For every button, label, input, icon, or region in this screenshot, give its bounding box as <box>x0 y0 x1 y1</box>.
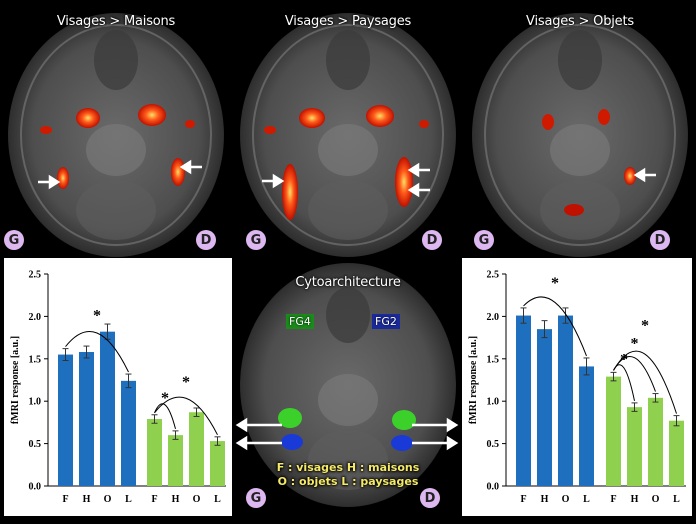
legend-line-1: F : visages H : maisons <box>276 461 420 474</box>
x-tick-label: L <box>583 494 590 505</box>
significance-star: * <box>631 335 639 352</box>
bar <box>79 352 94 486</box>
brain-image-maisons <box>8 13 224 257</box>
right-hemisphere-badge: D <box>196 230 216 250</box>
significance-star: * <box>161 390 169 407</box>
significance-arc <box>523 296 587 357</box>
brain-panel-maisons: Visages > Maisons G D <box>0 0 232 258</box>
y-tick-label: 1.0 <box>29 397 42 408</box>
x-tick-label: F <box>151 494 157 505</box>
bar-chart-fg4: 0.0 0.5 1.0 1.5 2.0 2.5 fMRI response [a.u.] F H… <box>10 270 226 505</box>
y-tick-label: 2.0 <box>487 312 500 323</box>
chart-fg4: 0.0 0.5 1.0 1.5 2.0 2.5 fMRI response [a.u.] F H… <box>4 258 232 516</box>
bar <box>210 441 225 486</box>
significance-arc <box>613 350 677 414</box>
y-tick-label: 0.5 <box>29 439 42 450</box>
y-tick-label: 1.5 <box>487 354 500 365</box>
bar <box>627 407 642 486</box>
x-tick-label: O <box>562 494 570 505</box>
arrow-icon <box>633 167 656 183</box>
fg2-label: FG2 <box>372 314 400 329</box>
significance-star: * <box>620 351 628 368</box>
significance-star: * <box>641 317 649 334</box>
right-hemisphere-badge: D <box>420 488 440 508</box>
significance-arc <box>65 330 129 373</box>
panel-title: Visages > Maisons <box>56 14 176 29</box>
x-tick-label: F <box>62 494 68 505</box>
bar <box>558 315 573 486</box>
right-hemisphere-badge: D <box>422 230 442 250</box>
y-tick-label: 2.5 <box>487 270 500 281</box>
bar-chart-fg2: 0.0 0.5 1.0 1.5 2.0 2.5 fMRI response [a.u.] F H… <box>468 270 686 505</box>
panel-title: Visages > Paysages <box>284 14 412 29</box>
significance-star: * <box>93 308 101 325</box>
bar <box>189 412 204 486</box>
bar <box>58 354 73 486</box>
y-tick-label: 2.0 <box>29 312 42 323</box>
bar <box>648 397 663 486</box>
left-hemisphere-badge: G <box>246 230 266 250</box>
bar <box>168 435 183 486</box>
x-tick-label: L <box>673 494 680 505</box>
significance-star: * <box>182 374 190 391</box>
y-tick-label: 1.0 <box>487 397 500 408</box>
bar <box>121 380 136 486</box>
bar <box>579 366 594 486</box>
brain-image-paysages <box>240 13 456 257</box>
bar <box>147 419 162 486</box>
x-tick-label: F <box>610 494 616 505</box>
y-tick-label: 0.5 <box>487 439 500 450</box>
arrow-icon <box>38 159 202 190</box>
chart-fg2: 0.0 0.5 1.0 1.5 2.0 2.5 fMRI response [a.u.] F H… <box>462 258 692 516</box>
x-tick-label: H <box>631 494 639 505</box>
x-tick-label: F <box>520 494 526 505</box>
x-tick-label: H <box>541 494 549 505</box>
x-tick-label: O <box>104 494 112 505</box>
cyto-panel: Cytoarchitecture FG4 FG2 G D <box>232 260 464 520</box>
legend-line-2: O : objets L : paysages <box>277 475 419 488</box>
x-tick-label: H <box>83 494 91 505</box>
left-hemisphere-badge: G <box>474 230 494 250</box>
significance-arc <box>154 396 218 436</box>
left-hemisphere-badge: G <box>4 230 24 250</box>
y-tick-label: 2.5 <box>29 270 42 281</box>
x-tick-label: H <box>172 494 180 505</box>
y-tick-label: 0.0 <box>29 482 42 493</box>
y-tick-label: 1.5 <box>29 354 42 365</box>
x-tick-label: O <box>193 494 201 505</box>
brain-image-objets <box>472 13 688 257</box>
bar <box>100 331 115 486</box>
brain-panel-objets: Visages > Objets G D <box>464 0 696 258</box>
bar <box>606 376 621 486</box>
cyto-title: Cytoarchitecture <box>295 275 401 290</box>
bar <box>516 315 531 486</box>
brain-panel-paysages: Visages > Paysages G D <box>232 0 464 258</box>
y-axis-label: fMRI response [a.u.] <box>10 336 21 424</box>
bar <box>537 329 552 486</box>
fg4-label: FG4 <box>286 314 314 329</box>
y-axis-label: fMRI response [a.u.] <box>468 336 479 424</box>
x-tick-label: O <box>652 494 660 505</box>
arrow-icon <box>262 162 430 198</box>
x-tick-label: L <box>214 494 221 505</box>
arrow-icon <box>235 417 459 451</box>
right-hemisphere-badge: D <box>650 230 670 250</box>
significance-star: * <box>551 275 559 292</box>
y-tick-label: 0.0 <box>487 482 500 493</box>
panel-title: Visages > Objets <box>526 14 634 29</box>
condition-legend: F : visages H : maisons O : objets L : p… <box>268 461 428 489</box>
left-hemisphere-badge: G <box>246 488 266 508</box>
x-tick-label: L <box>125 494 132 505</box>
significance-arc <box>154 403 176 430</box>
bar <box>669 420 684 486</box>
